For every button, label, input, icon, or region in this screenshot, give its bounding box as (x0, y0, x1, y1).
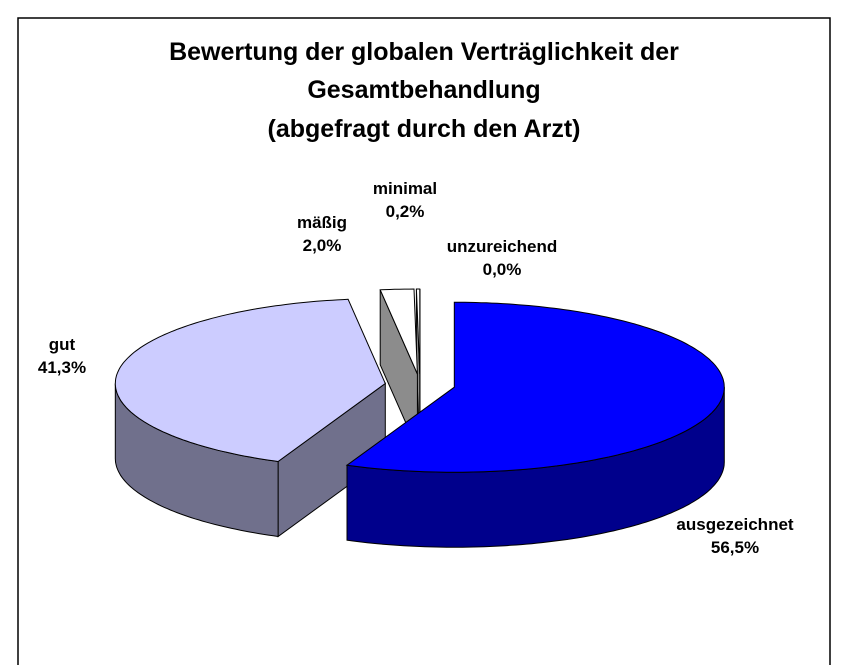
slice-value-label: 2,0% (303, 236, 342, 255)
slice-label: mäßig (297, 213, 347, 232)
chart-frame (17, 17, 831, 665)
chart-title: (abgefragt durch den Arzt) (268, 115, 581, 143)
slice (345, 301, 725, 473)
slice (415, 288, 421, 375)
slice-label: unzureichend (447, 237, 558, 256)
slice-value-label: 41,3% (38, 358, 86, 377)
slice (114, 298, 386, 463)
slice-label: ausgezeichnet (676, 515, 793, 534)
chart-title: Gesamtbehandlung (307, 76, 540, 104)
slice-label: minimal (373, 179, 437, 198)
slice-label: gut (49, 335, 76, 354)
slice-value-label: 56,5% (711, 538, 759, 557)
slice-value-label: 0,0% (483, 260, 522, 279)
slice-value-label: 0,2% (386, 202, 425, 221)
chart-title: Bewertung der globalen Verträglichkeit d… (169, 38, 679, 66)
slice (379, 288, 418, 375)
